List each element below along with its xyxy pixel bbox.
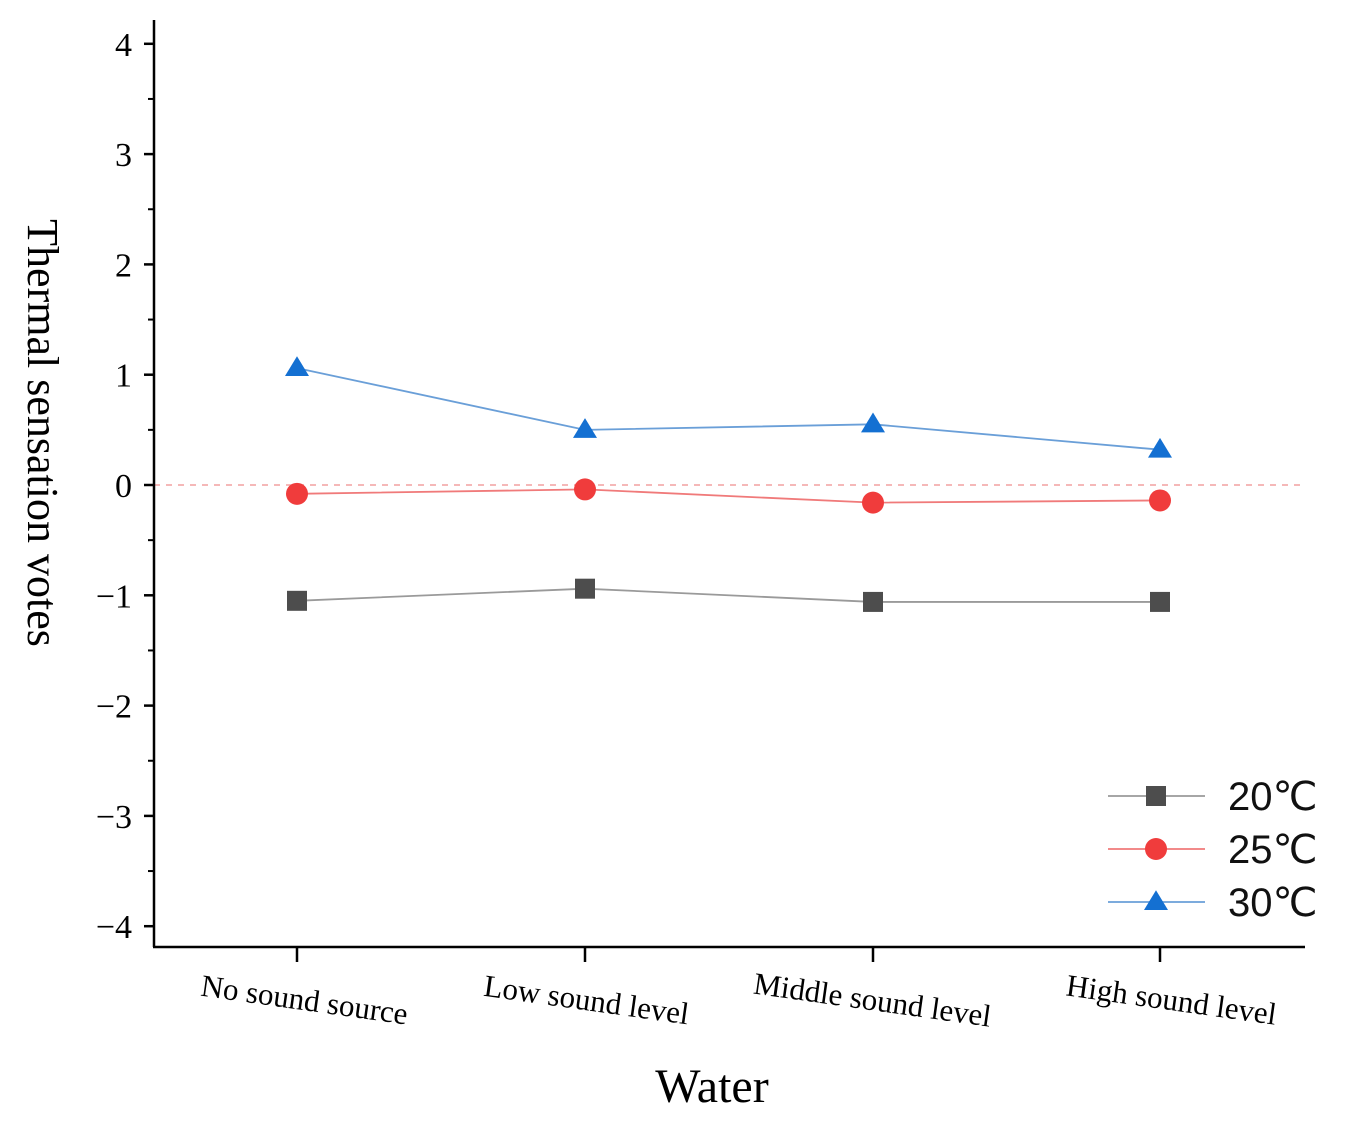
y-tick-label: 4: [115, 27, 132, 64]
series-circle: [286, 478, 1171, 514]
series-line: [296, 587, 1160, 603]
series-layer: [285, 356, 1172, 612]
data-point: [573, 418, 597, 438]
data-point: [1150, 591, 1170, 612]
data-point: [287, 590, 307, 611]
data-point: [286, 482, 308, 505]
legend-entry: 25℃: [1108, 828, 1317, 872]
y-axis-title: Thermal sensation votes: [18, 219, 67, 647]
data-point: [861, 412, 885, 433]
x-axis-ticks: No sound source Low sound level Middle sou…: [199, 947, 1279, 1034]
series-line: [296, 367, 1161, 451]
legend-label: 30℃: [1228, 881, 1317, 925]
data-point: [1149, 489, 1171, 512]
y-tick-label: −4: [96, 909, 132, 946]
data-point: [862, 491, 884, 514]
series-square: [287, 578, 1170, 612]
legend-marker: [1145, 838, 1167, 860]
series-triangle: [285, 356, 1172, 458]
data-point: [575, 578, 595, 599]
legend-label: 20℃: [1228, 775, 1317, 819]
y-tick-label: −2: [96, 689, 132, 726]
x-tick-label: No sound source: [199, 968, 410, 1032]
data-point: [863, 591, 883, 612]
y-tick-label: −3: [96, 799, 132, 836]
x-tick-label: High sound level: [1064, 968, 1279, 1032]
data-point: [285, 356, 309, 377]
x-tick-label: Low sound level: [482, 968, 692, 1031]
data-point: [1148, 437, 1172, 458]
series-line: [296, 488, 1161, 504]
legend: 20℃ 25℃ 30℃: [1108, 775, 1317, 925]
y-tick-label: 2: [115, 247, 132, 284]
y-tick-label: 0: [115, 468, 132, 505]
legend-entry: 30℃: [1108, 881, 1317, 925]
y-axis-ticks: 4 3 2 1 0 −1 −2 −3 −4: [96, 27, 154, 946]
legend-label: 25℃: [1228, 828, 1317, 872]
data-point: [574, 478, 596, 501]
legend-marker: [1146, 786, 1166, 806]
y-tick-label: −1: [96, 578, 132, 615]
legend-marker: [1144, 890, 1168, 910]
x-axis-title: Water: [655, 1060, 768, 1113]
legend-entry: 20℃: [1108, 775, 1317, 819]
x-tick-label: Middle sound level: [752, 966, 994, 1034]
y-tick-label: 1: [115, 358, 132, 395]
y-tick-label: 3: [115, 137, 132, 174]
